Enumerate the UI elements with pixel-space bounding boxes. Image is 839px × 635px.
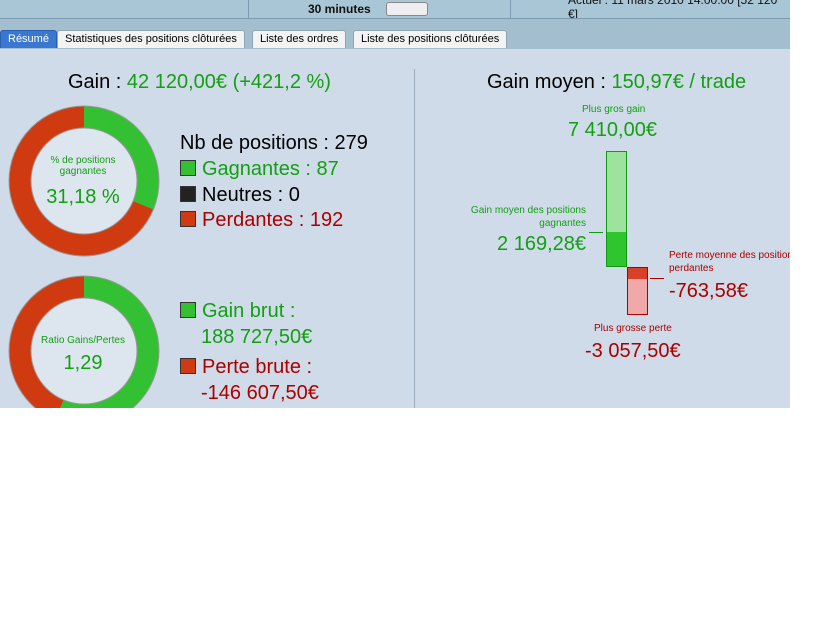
nb-positions: Nb de positions : 279: [180, 132, 368, 154]
perte-brute-label: Perte brute :: [180, 356, 312, 379]
perte-moyenne-value: -763,58€: [669, 280, 748, 302]
gain-moyen-gagnantes-value: 2 169,28€: [497, 233, 586, 255]
perte-brute-value: -146 607,50€: [201, 382, 319, 404]
neutres: Neutres : 0: [180, 184, 300, 207]
max-loss-bar: [627, 279, 648, 315]
black-square-icon: [180, 186, 196, 202]
perte-moyenne-label: Perte moyenne des positions perdantes: [669, 250, 790, 274]
red-square-icon: [180, 211, 196, 227]
gain-heading: Gain : 42 120,00€ (+421,2 %): [68, 71, 331, 94]
plus-grosse-perte-value: -3 057,50€: [585, 340, 681, 362]
donut1-label: % de positions gagnantes: [50, 155, 116, 177]
donut1-value: 31,18 %: [46, 186, 120, 208]
gain-loss-ratio-donut: [8, 275, 160, 408]
donut2-value: 1,29: [63, 352, 103, 374]
winning-positions-donut: [8, 105, 160, 257]
arrow-right-icon: [589, 232, 603, 233]
gagnantes: Gagnantes : 87: [180, 158, 339, 181]
donut-win-arc: [9, 106, 159, 256]
top-bar: 30 minutes Actuel : 11 mars 2010 14:00:0…: [0, 0, 790, 19]
plus-gros-gain-label: Plus gros gain: [582, 104, 646, 115]
tab-liste-ordres[interactable]: Liste des ordres: [252, 30, 347, 48]
green-square-icon: [180, 302, 196, 318]
donut2-label: Ratio Gains/Pertes: [41, 335, 125, 346]
tab-bar: Résumé Statistiques des positions clôtur…: [0, 19, 790, 49]
avg-gain-bar: [606, 232, 627, 267]
max-gain-bar: [606, 151, 627, 233]
tab-statistiques[interactable]: Statistiques des positions clôturées: [57, 30, 245, 48]
green-square-icon: [180, 160, 196, 176]
tab-liste-positions[interactable]: Liste des positions clôturées: [353, 30, 508, 48]
gain-moyen-gagnantes-label: Gain moyen des positions gagnantes: [470, 205, 586, 229]
gain-label: Gain :: [68, 71, 127, 93]
gain-brut-value: 188 727,50€: [201, 326, 313, 348]
gain-brut-label: Gain brut :: [180, 300, 295, 323]
plus-gros-gain-value: 7 410,00€: [568, 119, 657, 141]
red-square-icon: [180, 358, 196, 374]
tab-resume[interactable]: Résumé: [0, 30, 57, 48]
current-status: Actuel : 11 mars 2010 14:00:00 [52 120 €…: [568, 0, 778, 19]
perdantes: Perdantes : 192: [180, 209, 343, 232]
interval-label: 30 minutes: [308, 2, 371, 16]
summary-panel: Gain : 42 120,00€ (+421,2 %) % de positi…: [0, 49, 790, 408]
plus-grosse-perte-label: Plus grosse perte: [594, 323, 672, 334]
arrow-left-icon: [650, 278, 664, 279]
gain-moyen-heading: Gain moyen : 150,97€ / trade: [487, 71, 747, 93]
interval-select[interactable]: [386, 2, 428, 16]
gain-value: 42 120,00€ (+421,2 %): [126, 71, 331, 93]
divider: [414, 69, 415, 408]
divider: [510, 0, 511, 18]
donut-win-arc: [9, 276, 159, 408]
divider: [248, 0, 249, 18]
